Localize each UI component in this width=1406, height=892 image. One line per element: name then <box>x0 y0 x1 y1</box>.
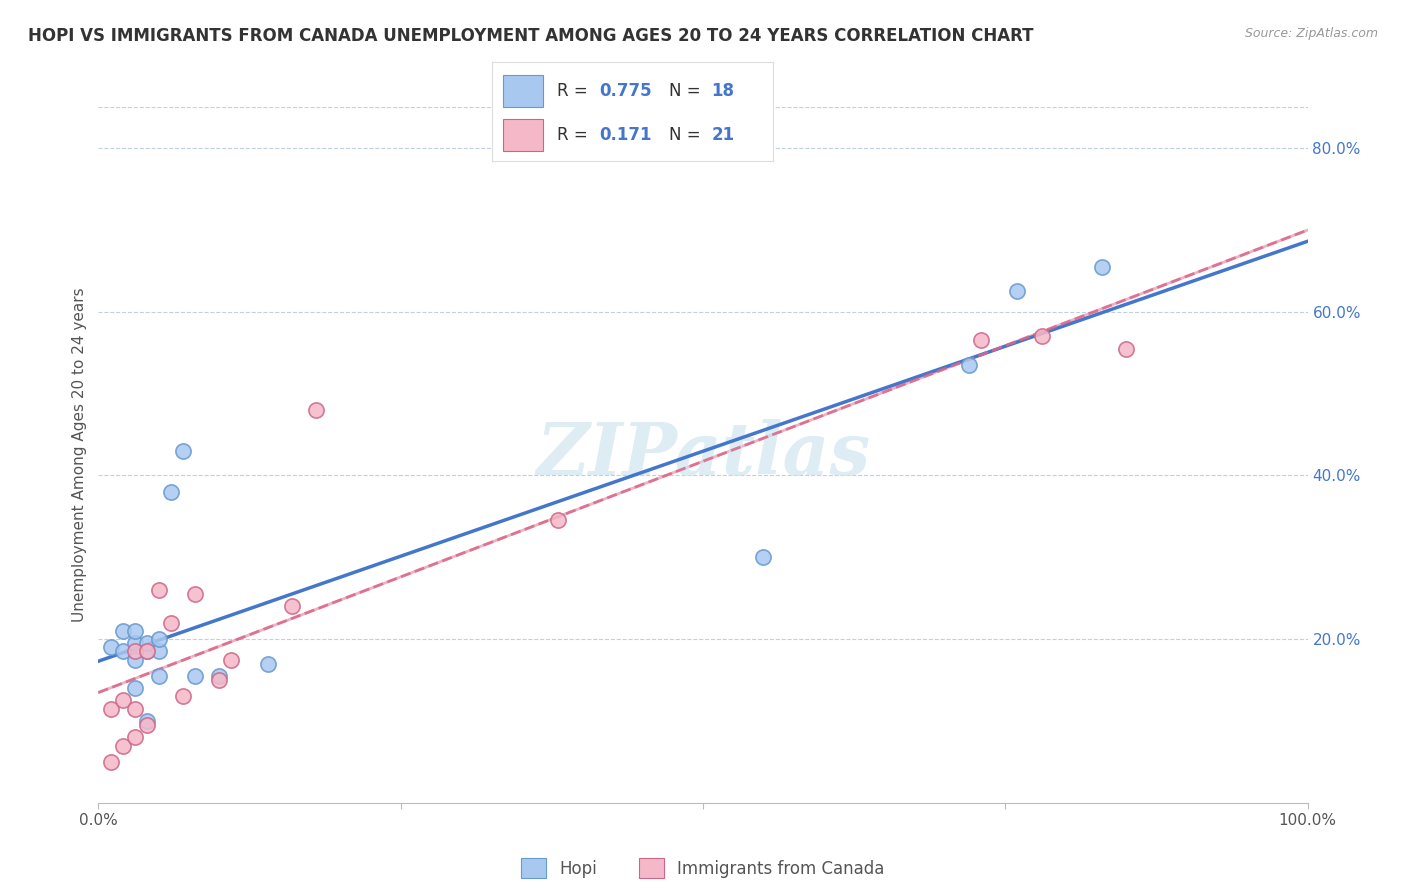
Point <box>172 443 194 458</box>
Point <box>1007 284 1029 298</box>
Point <box>970 334 993 348</box>
Point <box>148 632 170 646</box>
Point <box>148 582 170 597</box>
FancyBboxPatch shape <box>503 120 543 151</box>
Point <box>135 636 157 650</box>
Point <box>148 669 170 683</box>
Point <box>208 669 231 683</box>
Point <box>1031 329 1053 343</box>
Y-axis label: Unemployment Among Ages 20 to 24 years: Unemployment Among Ages 20 to 24 years <box>72 287 87 623</box>
Point <box>124 681 146 696</box>
Point <box>256 657 278 671</box>
Text: R =: R = <box>557 126 598 144</box>
Point <box>208 673 231 687</box>
Point <box>160 615 183 630</box>
Point <box>111 624 134 638</box>
Point <box>135 644 157 658</box>
Point <box>148 644 170 658</box>
Point <box>124 731 146 745</box>
Point <box>135 644 157 658</box>
Point <box>135 718 157 732</box>
Legend: Hopi, Immigrants from Canada: Hopi, Immigrants from Canada <box>515 851 891 885</box>
Point <box>124 652 146 666</box>
Text: HOPI VS IMMIGRANTS FROM CANADA UNEMPLOYMENT AMONG AGES 20 TO 24 YEARS CORRELATIO: HOPI VS IMMIGRANTS FROM CANADA UNEMPLOYM… <box>28 27 1033 45</box>
Point <box>1091 260 1114 274</box>
Point <box>1115 342 1137 356</box>
Point <box>135 714 157 728</box>
Point <box>957 358 980 372</box>
Point <box>305 403 328 417</box>
Point <box>221 652 243 666</box>
Point <box>111 739 134 753</box>
Point <box>160 484 183 499</box>
Point <box>100 701 122 715</box>
Text: 0.171: 0.171 <box>599 126 651 144</box>
Point <box>111 644 134 658</box>
Point <box>124 701 146 715</box>
Text: ZIPatlas: ZIPatlas <box>536 419 870 491</box>
Text: 0.775: 0.775 <box>599 82 651 100</box>
Text: 21: 21 <box>711 126 734 144</box>
Text: N =: N = <box>669 126 706 144</box>
Text: Source: ZipAtlas.com: Source: ZipAtlas.com <box>1244 27 1378 40</box>
Text: 18: 18 <box>711 82 734 100</box>
Point <box>124 624 146 638</box>
Point <box>281 599 304 614</box>
Text: N =: N = <box>669 82 706 100</box>
Point <box>172 690 194 704</box>
Point <box>184 669 207 683</box>
Point <box>111 693 134 707</box>
FancyBboxPatch shape <box>503 75 543 107</box>
Point <box>100 640 122 655</box>
Text: R =: R = <box>557 82 593 100</box>
Point <box>184 587 207 601</box>
Point <box>547 513 569 527</box>
Point <box>124 636 146 650</box>
Point <box>124 644 146 658</box>
Point <box>100 755 122 769</box>
Point <box>752 550 775 565</box>
